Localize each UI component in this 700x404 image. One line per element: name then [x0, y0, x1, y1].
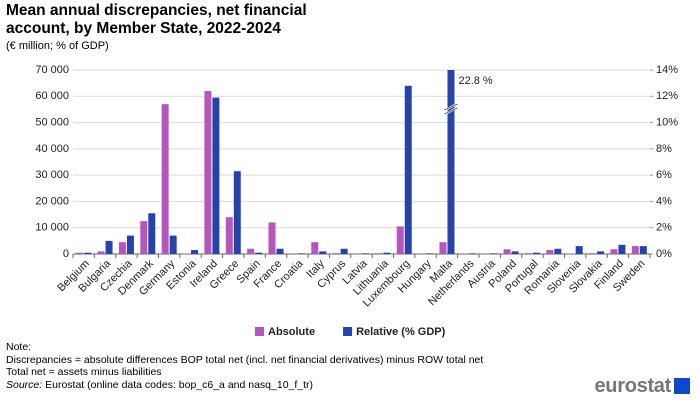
note: Note: [6, 341, 32, 353]
bar [404, 85, 412, 254]
bar [610, 249, 618, 254]
logo-text: eurostat [594, 375, 671, 397]
bar [225, 217, 233, 254]
bar [375, 253, 383, 254]
y-tick-label: 50 000 [35, 116, 69, 128]
note: Discrepancies = absolute differences BOP… [6, 353, 484, 366]
y-tick-label: 60 000 [35, 90, 69, 102]
logo: eurostat [594, 375, 690, 398]
bar [589, 253, 597, 254]
y-tick-label: 30 000 [35, 169, 69, 181]
bar [169, 235, 177, 254]
bar [233, 171, 241, 254]
bar [268, 222, 276, 254]
bar [204, 91, 212, 254]
bar [105, 240, 113, 254]
legend-label: Relative (% GDP) [356, 326, 446, 338]
bar [212, 97, 220, 254]
bar [639, 246, 647, 254]
legend-swatch [255, 327, 264, 336]
bar [276, 248, 284, 254]
bar [76, 252, 84, 254]
bar [447, 70, 455, 254]
bar [567, 253, 575, 254]
y2-tick-label: 14% [656, 64, 678, 76]
bar [148, 213, 156, 254]
bar [84, 252, 92, 254]
bar [396, 226, 404, 254]
bar [118, 242, 126, 254]
bar [597, 251, 605, 254]
bar [383, 252, 391, 254]
bar [247, 248, 255, 254]
axis-break [444, 103, 458, 111]
bar [297, 253, 305, 254]
bar [468, 253, 476, 254]
bar [319, 251, 327, 254]
bar [161, 104, 169, 254]
source: Source: Eurostat (online data codes: bop… [6, 379, 483, 392]
value-label: 22.8 % [458, 75, 492, 87]
source-text: Eurostat (online data codes: bop_c6_a an… [45, 378, 314, 391]
y2-tick-label: 2% [656, 222, 672, 234]
bar [362, 253, 369, 254]
bar [546, 250, 554, 254]
y2-tick-label: 10% [656, 116, 678, 128]
y-tick-label: 40 000 [35, 143, 69, 155]
axis-break [444, 107, 458, 115]
bar [511, 251, 519, 254]
note: Total net = assets minus liabilities [6, 366, 162, 378]
notes: Note: Discrepancies = absolute differenc… [6, 341, 483, 391]
legend-label: Absolute [268, 326, 315, 338]
y-tick-label: 70 000 [35, 64, 69, 76]
y-tick-label: 0 [63, 248, 69, 260]
bar [618, 244, 626, 254]
bar [126, 235, 134, 254]
y-tick-label: 10 000 [35, 222, 69, 234]
source-label: Source: [6, 378, 43, 391]
logo-flag [674, 378, 690, 394]
y2-tick-label: 6% [656, 169, 672, 181]
bar [503, 249, 511, 254]
legend-swatch [343, 327, 353, 336]
chart-subtitle: (€ million; % of GDP) [6, 40, 109, 52]
bar [554, 248, 562, 254]
bar [140, 221, 148, 254]
bar [191, 250, 199, 254]
bar [97, 251, 105, 254]
bar [631, 246, 639, 254]
bar [311, 242, 319, 254]
bar [183, 253, 191, 254]
y2-tick-label: 12% [656, 90, 678, 102]
bar [575, 246, 583, 254]
bar [426, 253, 434, 254]
bar [524, 253, 532, 254]
bars [76, 70, 647, 254]
bar [439, 242, 447, 254]
bar [490, 253, 498, 254]
y2-tick-label: 0% [656, 248, 672, 260]
bar [332, 253, 340, 254]
y-tick-label: 20 000 [35, 195, 69, 207]
chart-title: Mean annual discrepancies, net financial… [6, 2, 307, 37]
bar [532, 252, 540, 254]
y2-tick-label: 8% [656, 143, 672, 155]
bar [340, 248, 348, 254]
bar [255, 252, 263, 254]
y2-tick-label: 4% [656, 195, 672, 207]
